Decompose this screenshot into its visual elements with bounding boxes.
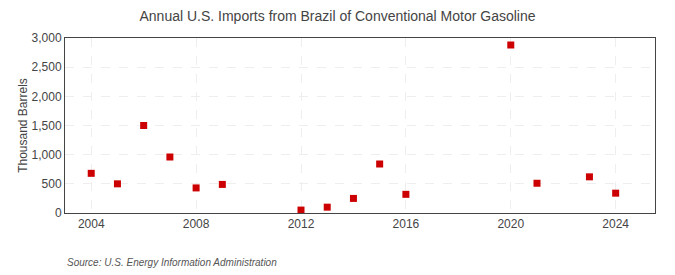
svg-text:2,500: 2,500	[32, 60, 62, 74]
svg-text:Thousand Barrels: Thousand Barrels	[16, 78, 30, 173]
svg-text:2016: 2016	[393, 217, 420, 231]
svg-text:2,000: 2,000	[32, 90, 62, 104]
svg-text:Source: U.S. Energy Informatio: Source: U.S. Energy Information Administ…	[67, 257, 277, 268]
svg-text:2020: 2020	[497, 217, 524, 231]
svg-text:2004: 2004	[78, 217, 105, 231]
svg-text:3,000: 3,000	[32, 31, 62, 45]
svg-text:500: 500	[42, 177, 62, 191]
svg-text:2024: 2024	[602, 217, 629, 231]
svg-text:2008: 2008	[183, 217, 210, 231]
svg-text:1,500: 1,500	[32, 119, 62, 133]
svg-text:2012: 2012	[288, 217, 315, 231]
svg-text:Annual U.S. Imports from Brazi: Annual U.S. Imports from Brazil of Conve…	[139, 8, 535, 24]
svg-text:0: 0	[55, 206, 62, 220]
svg-text:1,000: 1,000	[32, 148, 62, 162]
